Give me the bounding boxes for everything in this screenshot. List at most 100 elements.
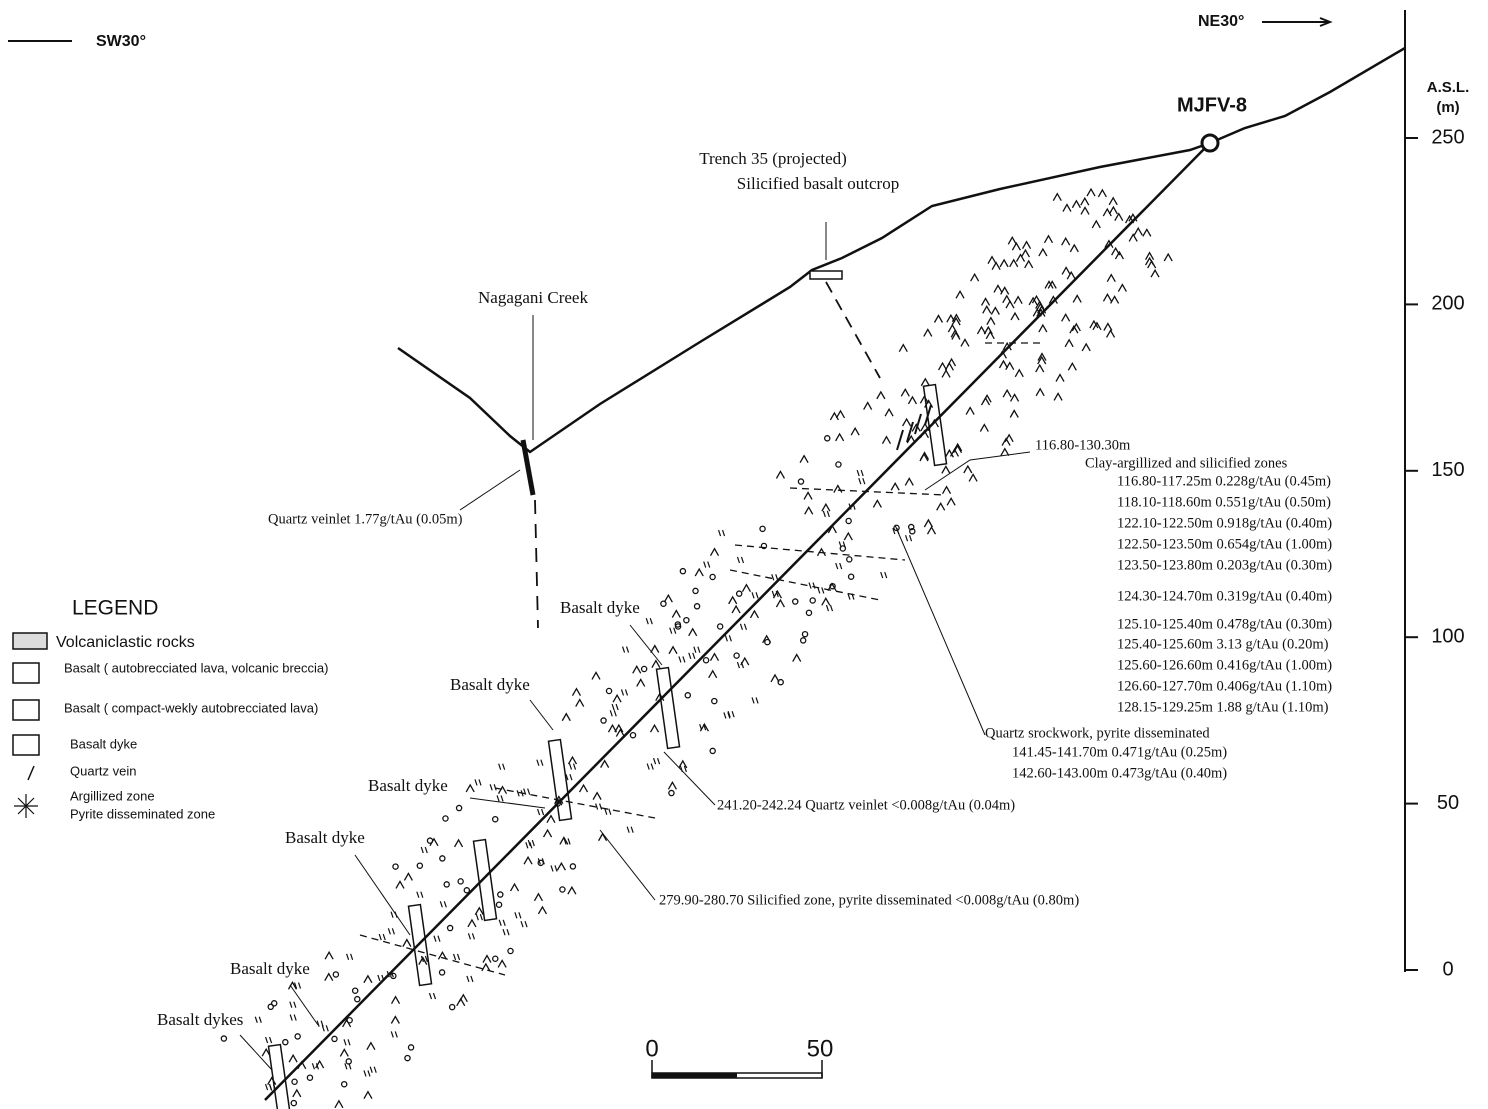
rock-symbol: [566, 774, 572, 780]
rock-symbol: [290, 1002, 296, 1008]
rock-symbol: [834, 486, 842, 493]
rock-symbol: [1082, 344, 1090, 351]
rock-symbol: [515, 912, 521, 918]
rock-symbol: [903, 419, 911, 426]
rock-symbol: [538, 907, 546, 914]
legend-swatch: [13, 663, 39, 683]
assay-row: 125.40-125.60m 3.13 g/tAu (0.20m): [1117, 636, 1329, 652]
creek-vein-projection: [535, 500, 538, 628]
ne-direction: NE30°: [1198, 13, 1244, 30]
rock-symbol: [694, 604, 699, 609]
rock-symbol: [1148, 261, 1156, 268]
rock-symbol: [939, 363, 947, 370]
assay-row: 124.30-124.70m 0.319g/tAu (0.40m): [1117, 588, 1332, 604]
rock-symbol: [637, 679, 645, 686]
rock-symbol: [654, 758, 660, 764]
rock-symbol: [417, 892, 423, 898]
rock-symbol: [1062, 314, 1070, 321]
dyke-label: Basalt dykes: [157, 1010, 243, 1029]
rock-symbol: [836, 434, 844, 441]
rock-symbol: [404, 873, 412, 880]
creek-vein-label: Quartz veinlet 1.77g/tAu (0.05m): [268, 511, 463, 527]
rock-symbol: [630, 733, 635, 738]
rock-symbol: [1054, 393, 1062, 400]
rock-symbol: [340, 1049, 348, 1056]
drillhole-name: MJFV-8: [1177, 94, 1247, 116]
rock-symbol: [290, 1015, 296, 1021]
silicified-leader: [600, 830, 655, 900]
rock-symbol: [1129, 234, 1137, 241]
rock-symbol: [255, 1017, 261, 1023]
rock-symbol: [847, 557, 852, 562]
rock-symbol: [1081, 207, 1089, 214]
rock-symbol: [798, 479, 803, 484]
rock-symbol: [392, 997, 400, 1004]
scale-label: 50: [807, 1035, 834, 1062]
zone-interval: 116.80-130.30m: [1035, 437, 1131, 453]
rock-symbol: [1001, 287, 1009, 294]
rock-symbol: [293, 1090, 301, 1097]
rock-symbol: [606, 688, 611, 693]
rock-symbol: [568, 757, 576, 764]
dyke: [473, 840, 496, 921]
rock-symbol: [806, 610, 811, 615]
rock-symbol: [826, 605, 832, 611]
rock-symbol: [1104, 324, 1112, 331]
rock-symbol: [725, 635, 731, 641]
legend-title: LEGEND: [72, 597, 158, 620]
rock-symbol: [1021, 250, 1029, 257]
rock-symbol: [924, 329, 932, 336]
rock-symbol: [734, 653, 739, 658]
legend-item: Basalt ( compact-wekly autobrecciated la…: [64, 700, 318, 715]
rock-symbol: [592, 672, 600, 679]
rock-symbol: [1010, 410, 1018, 417]
rock-symbol: [1072, 201, 1080, 208]
rock-symbol: [771, 675, 779, 682]
rock-symbol: [857, 470, 863, 476]
rock-symbol: [670, 628, 676, 634]
rock-symbol: [969, 474, 977, 481]
rock-symbol: [1063, 205, 1071, 212]
rock-symbol: [508, 948, 513, 953]
dyke-label: Basalt dyke: [285, 828, 365, 847]
rock-symbol: [1039, 325, 1047, 332]
rock-symbol: [987, 318, 995, 325]
rock-symbol: [718, 624, 723, 629]
rock-symbol: [596, 804, 602, 810]
rock-symbol: [291, 1100, 296, 1105]
rock-symbol: [986, 332, 994, 339]
rock-symbol: [679, 656, 685, 662]
dyke-label: Basalt dyke: [230, 959, 310, 978]
rock-symbol: [921, 379, 929, 386]
rock-symbol: [1008, 237, 1016, 244]
rock-symbol: [497, 795, 503, 801]
rock-symbol: [776, 600, 784, 607]
rock-symbol: [391, 1031, 397, 1037]
legend-swatch: [13, 700, 39, 720]
rock-symbol: [752, 592, 758, 598]
rock-symbol: [679, 761, 687, 768]
rock-symbol: [1107, 275, 1115, 282]
rock-symbol: [982, 398, 990, 405]
rock-symbol: [877, 392, 885, 399]
rock-symbol: [885, 409, 893, 416]
rock-symbol: [668, 782, 676, 789]
rock-symbol: [333, 972, 338, 977]
rock-symbol: [534, 894, 542, 901]
rock-symbol: [849, 574, 854, 579]
assay-row: 128.15-129.25m 1.88 g/tAu (1.10m): [1117, 699, 1329, 715]
axis-tick-label: 150: [1431, 459, 1464, 481]
rock-symbol: [503, 929, 509, 935]
rock-symbol: [991, 308, 999, 315]
veinlet-leader: [664, 752, 715, 805]
rock-symbol: [1044, 236, 1052, 243]
stockwork-description: Quartz srockwork, pyrite disseminated: [985, 725, 1210, 741]
rock-symbol: [443, 816, 448, 821]
rock-symbol: [1036, 365, 1044, 372]
zone-leader: [925, 452, 1030, 490]
rock-symbol: [325, 974, 333, 981]
rock-symbol: [1115, 214, 1123, 221]
rock-symbol: [809, 583, 815, 589]
rock-symbol: [776, 471, 784, 478]
rock-symbol: [455, 840, 463, 847]
